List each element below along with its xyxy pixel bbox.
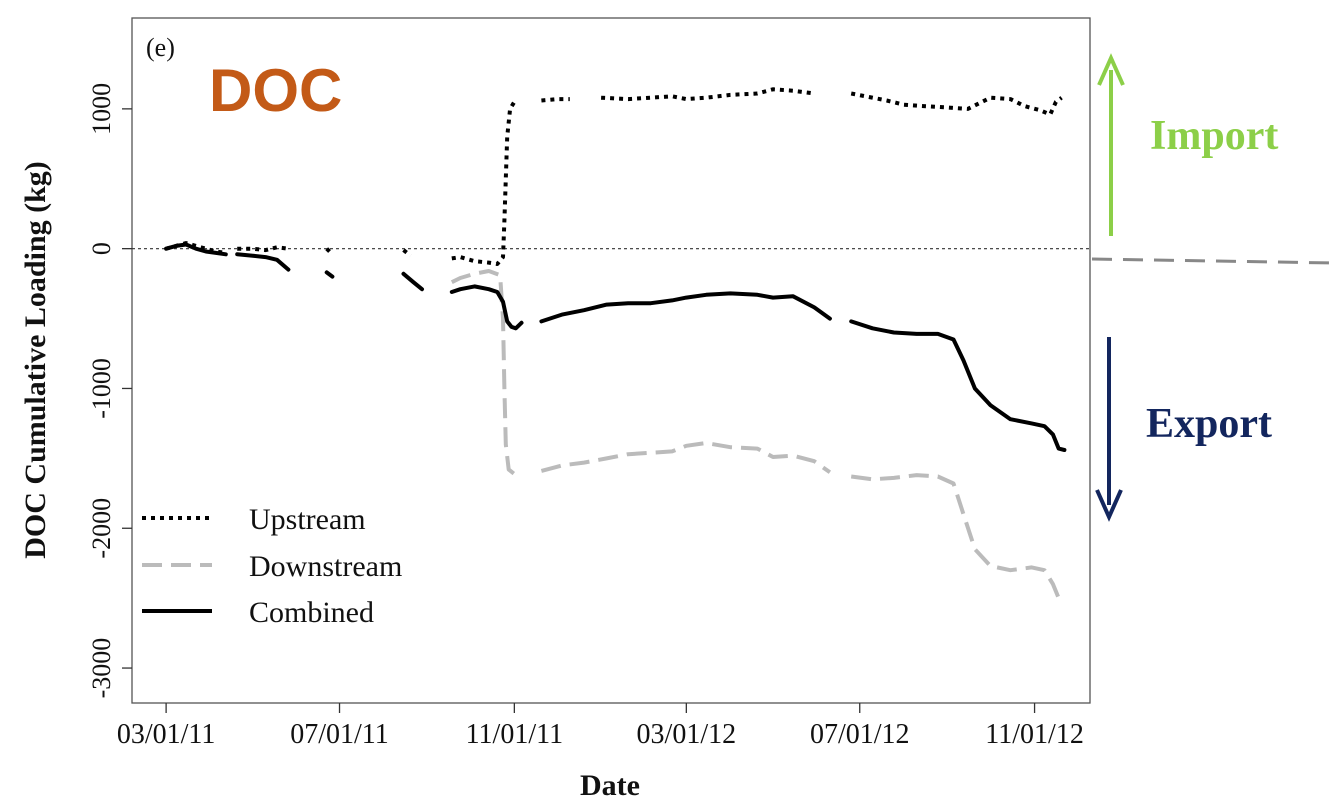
series-line-upstream bbox=[165, 87, 1063, 266]
x-tick-label: 11/01/12 bbox=[985, 719, 1084, 750]
zero-divider-extension bbox=[1091, 257, 1335, 265]
x-tick-label: 07/01/11 bbox=[290, 719, 389, 750]
x-tick-label: 03/01/11 bbox=[117, 719, 216, 750]
export-label: Export bbox=[1146, 401, 1272, 447]
y-tick-label: -3000 bbox=[87, 638, 116, 699]
x-tick-label: 07/01/12 bbox=[810, 719, 910, 750]
series-line-combined bbox=[164, 242, 1067, 452]
legend: Upstream Downstream Combined bbox=[142, 503, 402, 629]
plot-frame bbox=[131, 17, 1091, 704]
legend-label-downstream: Downstream bbox=[249, 550, 402, 583]
y-axis: -3000 -2000 -1000 0 1000 bbox=[87, 83, 132, 699]
legend-label-upstream: Upstream bbox=[249, 503, 366, 536]
x-axis: 03/01/11 07/01/11 11/01/11 03/01/12 07/01/12… bbox=[117, 703, 1084, 750]
x-axis-title: Date bbox=[580, 769, 640, 802]
export-arrow-icon bbox=[1095, 337, 1123, 522]
y-tick-label: 1000 bbox=[87, 83, 116, 135]
legend-label-combined: Combined bbox=[249, 596, 374, 629]
import-arrow-icon bbox=[1097, 53, 1125, 236]
chart-title: DOC bbox=[209, 57, 342, 124]
y-tick-label: -2000 bbox=[87, 498, 116, 559]
x-tick-label: 11/01/11 bbox=[466, 719, 563, 750]
series-layer bbox=[164, 87, 1067, 599]
x-tick-label: 03/01/12 bbox=[637, 719, 737, 750]
y-tick-label: -1000 bbox=[87, 358, 116, 419]
y-axis-title: DOC Cumulative Loading (kg) bbox=[19, 161, 52, 559]
y-tick-label: 0 bbox=[87, 242, 116, 255]
panel-label: (e) bbox=[146, 33, 175, 62]
import-label: Import bbox=[1150, 113, 1278, 159]
